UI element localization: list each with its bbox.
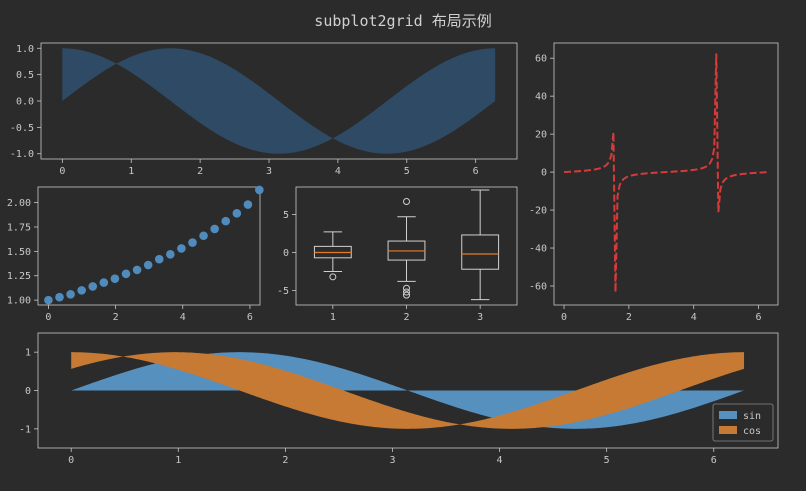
ax3-scatter-point xyxy=(188,238,197,247)
ax4-xtick-label: 3 xyxy=(477,312,483,323)
ax3-scatter-point xyxy=(166,249,175,259)
ax5-legend-label: sin xyxy=(743,411,761,422)
ax3-xtick-label: 0 xyxy=(45,312,51,323)
ax5-legend-swatch xyxy=(719,426,737,434)
ax3-scatter-point xyxy=(132,265,142,275)
ax5-cos-area xyxy=(71,352,745,429)
ax2-xtick-label: 6 xyxy=(756,312,762,323)
ax3-scatter-point xyxy=(88,282,98,291)
ax1-ytick-label: 1.0 xyxy=(16,44,34,55)
ax1-ytick-label: 0.5 xyxy=(16,70,34,81)
ax3-xtick-label: 2 xyxy=(113,312,119,323)
ax3-ytick-label: 1.00 xyxy=(7,296,31,307)
ax5-ytick-label: 1 xyxy=(25,348,31,359)
ax3-scatter-point xyxy=(243,200,253,209)
ax3-scatter-point xyxy=(221,216,231,226)
ax5-xtick-label: 4 xyxy=(497,455,503,466)
ax4-xtick-label: 1 xyxy=(330,312,336,323)
ax3-scatter-point xyxy=(66,289,75,299)
ax5-xtick-label: 1 xyxy=(175,455,181,466)
ax3-scatter-point xyxy=(44,295,53,305)
ax5-ytick-label: -1 xyxy=(19,424,31,435)
ax1-xtick-label: 3 xyxy=(266,166,272,177)
ax2-xtick-label: 2 xyxy=(626,312,632,323)
ax3-xtick-label: 4 xyxy=(180,312,186,323)
ax5-legend-label: cos xyxy=(743,426,761,437)
ax2-frame xyxy=(553,42,779,306)
ax3-scatter-point xyxy=(55,292,64,302)
ax1-xtick-label: 6 xyxy=(473,166,479,177)
ax5-ytick-label: 0 xyxy=(25,386,31,397)
ax4-ytick-label: -5 xyxy=(277,286,289,297)
ax2-ytick-label: -40 xyxy=(529,244,547,255)
ax1-xtick-label: 5 xyxy=(404,166,410,177)
ax1-ytick-label: -0.5 xyxy=(10,123,34,134)
ax2-ytick-label: 0 xyxy=(541,168,547,179)
ax2-ytick-label: -20 xyxy=(529,206,547,217)
ax1-ytick-label: 0.0 xyxy=(16,97,34,108)
ax1-fill-area xyxy=(62,48,496,154)
ax4-ytick-label: 5 xyxy=(283,210,289,221)
ax1-ytick-label: -1.0 xyxy=(10,149,34,160)
ax2-ytick-label: -60 xyxy=(529,282,547,293)
ax4-ytick-label: 0 xyxy=(283,248,289,259)
ax3-scatter-point xyxy=(143,260,153,270)
ax2-ytick-label: 40 xyxy=(535,92,547,103)
ax4-xtick-label: 2 xyxy=(403,312,409,323)
ax3-xtick-label: 6 xyxy=(247,312,253,323)
ax3-ytick-label: 1.25 xyxy=(7,271,31,282)
ax5-legend-swatch xyxy=(719,411,737,419)
ax5-xtick-label: 2 xyxy=(282,455,288,466)
ax4-flier xyxy=(403,284,410,292)
ax1-xtick-label: 1 xyxy=(128,166,134,177)
ax3-ytick-label: 1.50 xyxy=(7,247,31,258)
ax3-frame xyxy=(37,186,261,306)
ax3-ytick-label: 1.75 xyxy=(7,222,31,233)
ax4-box xyxy=(461,234,500,270)
ax2-tan-line xyxy=(563,53,768,293)
figure-title: subplot2grid 布局示例 xyxy=(314,12,492,30)
ax1-xtick-label: 4 xyxy=(335,166,341,177)
ax5-xtick-label: 6 xyxy=(711,455,717,466)
ax4-flier xyxy=(403,288,410,296)
ax3-scatter-point xyxy=(77,286,86,295)
ax3-scatter-point xyxy=(110,274,120,283)
ax3-scatter-point xyxy=(210,224,219,234)
ax2-xtick-label: 0 xyxy=(561,312,567,323)
ax3-scatter-point xyxy=(232,209,242,218)
ax4-flier xyxy=(403,197,410,205)
ax5-xtick-label: 5 xyxy=(604,455,610,466)
ax3-scatter-point xyxy=(255,185,264,195)
ax3-scatter-point xyxy=(199,231,208,241)
ax1-xtick-label: 0 xyxy=(59,166,65,177)
ax1-xtick-label: 2 xyxy=(197,166,203,177)
ax3-scatter-point xyxy=(99,278,109,287)
ax3-ytick-label: 2.00 xyxy=(7,198,31,209)
ax5-xtick-label: 0 xyxy=(68,455,74,466)
ax2-ytick-label: 20 xyxy=(535,130,547,141)
ax3-scatter-point xyxy=(154,254,164,264)
ax5-xtick-label: 3 xyxy=(389,455,395,466)
ax4-flier xyxy=(329,273,337,281)
ax3-scatter-point xyxy=(121,269,131,279)
ax4-flier xyxy=(403,291,410,299)
ax2-ytick-label: 60 xyxy=(535,54,547,65)
ax2-xtick-label: 4 xyxy=(691,312,697,323)
ax3-scatter-point xyxy=(177,244,186,253)
